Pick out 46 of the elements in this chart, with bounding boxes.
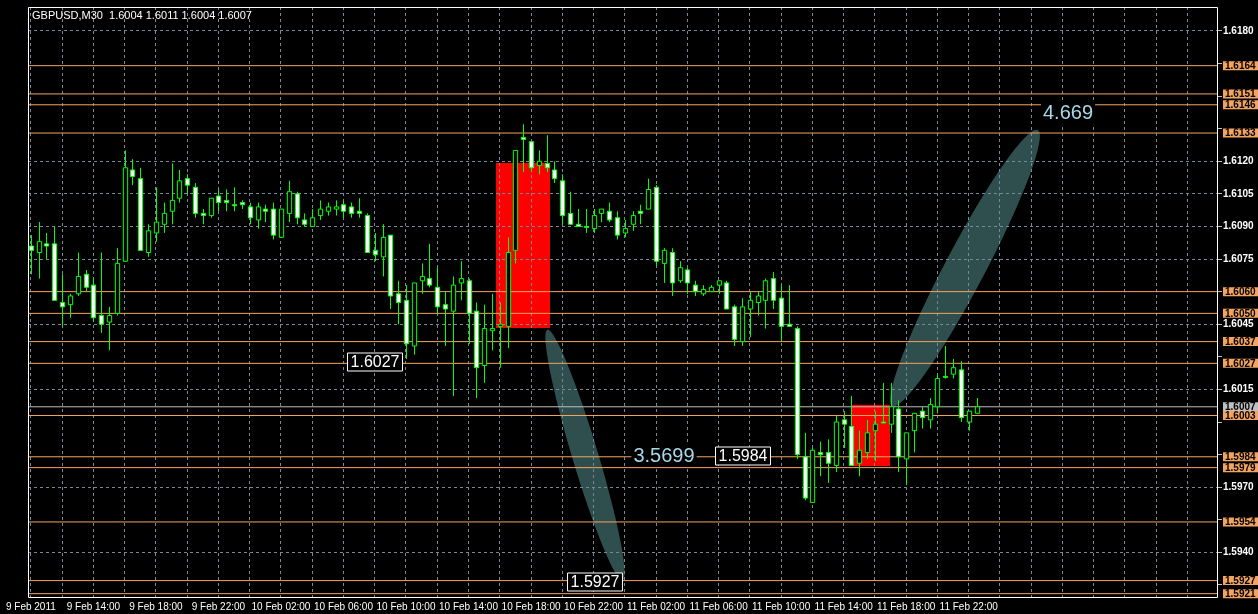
- x-tick-label: 10 Feb 18:00: [501, 600, 561, 612]
- ref-line-label: 1.6003: [1225, 409, 1257, 421]
- annotation: 1.5984: [718, 447, 768, 465]
- y-tick-label: 1.6120: [1223, 155, 1255, 167]
- ref-line-label: 1.6050: [1225, 307, 1257, 319]
- chart-title: GBPUSD,M30 1.6004 1.6011 1.6004 1.6007: [32, 9, 252, 22]
- ref-line-label: 1.6007: [1225, 401, 1257, 413]
- ref-line-label: 1.5927: [1225, 574, 1257, 586]
- annotation: 1.5927: [570, 573, 620, 591]
- y-tick-label: 1.5940: [1223, 546, 1255, 558]
- ref-line-label: 1.6146: [1225, 99, 1257, 111]
- y-tick-label: 1.6015: [1223, 383, 1255, 395]
- ref-line-label: 1.6164: [1225, 59, 1257, 71]
- x-tick-label: 9 Feb 2011: [5, 600, 57, 612]
- x-tick-label: 11 Feb 18:00: [877, 600, 936, 612]
- ref-line-label: 1.5954: [1225, 516, 1257, 528]
- x-tick-label: 11 Feb 10:00: [752, 600, 811, 612]
- x-tick-label: 9 Feb 14:00: [66, 600, 121, 612]
- x-tick-label: 11 Feb 14:00: [814, 600, 874, 612]
- y-tick-label: 1.6105: [1223, 187, 1255, 199]
- ref-line-label: 1.6060: [1225, 285, 1257, 297]
- x-tick-label: 11 Feb 02:00: [626, 600, 686, 612]
- annotation: 4.669: [1042, 100, 1094, 123]
- y-tick-label: 1.6090: [1223, 220, 1255, 232]
- x-tick-label: 9 Feb 22:00: [191, 600, 246, 612]
- ref-line-label: 1.6027: [1225, 357, 1257, 369]
- x-tick-label: 10 Feb 22:00: [564, 600, 624, 612]
- x-tick-label: 10 Feb 14:00: [439, 600, 499, 612]
- x-tick-label: 10 Feb 02:00: [251, 600, 311, 612]
- x-tick-label: 10 Feb 10:00: [376, 600, 436, 612]
- x-tick-label: 10 Feb 06:00: [314, 600, 374, 612]
- y-tick-label: 1.6075: [1223, 252, 1255, 264]
- ref-line-label: 1.6151: [1225, 88, 1257, 100]
- ref-line-label: 1.5979: [1225, 461, 1257, 473]
- annotation: 3.5699: [633, 443, 695, 466]
- y-tick-label: 1.6045: [1223, 317, 1255, 329]
- ref-line-label: 1.6037: [1225, 335, 1257, 347]
- ref-line-label: 1.5984: [1225, 451, 1257, 463]
- x-tick-label: 9 Feb 18:00: [129, 600, 184, 612]
- annotation: 1.6027: [350, 353, 400, 371]
- y-tick-label: 1.5970: [1223, 480, 1255, 492]
- x-tick-label: 11 Feb 22:00: [939, 600, 999, 612]
- ref-line-label: 1.6133: [1225, 127, 1257, 139]
- ref-line-label: 1.5921: [1225, 587, 1257, 599]
- y-tick-label: 1.6180: [1223, 24, 1255, 36]
- x-tick-label: 11 Feb 06:00: [689, 600, 749, 612]
